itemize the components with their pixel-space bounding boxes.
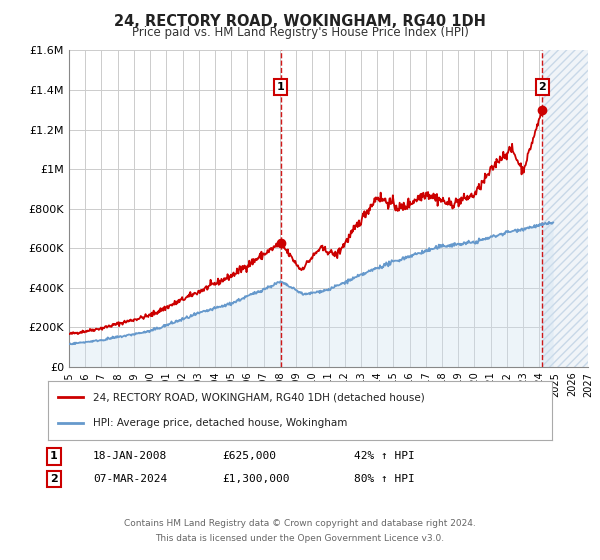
Text: 18-JAN-2008: 18-JAN-2008 bbox=[93, 451, 167, 461]
Text: 07-MAR-2024: 07-MAR-2024 bbox=[93, 474, 167, 484]
Text: 1: 1 bbox=[277, 82, 284, 92]
Text: 2: 2 bbox=[50, 474, 58, 484]
Text: £1,300,000: £1,300,000 bbox=[222, 474, 290, 484]
Text: Price paid vs. HM Land Registry's House Price Index (HPI): Price paid vs. HM Land Registry's House … bbox=[131, 26, 469, 39]
Text: Contains HM Land Registry data © Crown copyright and database right 2024.: Contains HM Land Registry data © Crown c… bbox=[124, 519, 476, 528]
Text: £625,000: £625,000 bbox=[222, 451, 276, 461]
Bar bbox=[542, 50, 588, 367]
Text: 1: 1 bbox=[50, 451, 58, 461]
Text: 24, RECTORY ROAD, WOKINGHAM, RG40 1DH: 24, RECTORY ROAD, WOKINGHAM, RG40 1DH bbox=[114, 14, 486, 29]
Text: 2: 2 bbox=[538, 82, 546, 92]
Text: This data is licensed under the Open Government Licence v3.0.: This data is licensed under the Open Gov… bbox=[155, 534, 445, 543]
Text: 24, RECTORY ROAD, WOKINGHAM, RG40 1DH (detached house): 24, RECTORY ROAD, WOKINGHAM, RG40 1DH (d… bbox=[94, 392, 425, 402]
Text: 42% ↑ HPI: 42% ↑ HPI bbox=[354, 451, 415, 461]
Text: HPI: Average price, detached house, Wokingham: HPI: Average price, detached house, Woki… bbox=[94, 418, 348, 428]
Text: 80% ↑ HPI: 80% ↑ HPI bbox=[354, 474, 415, 484]
